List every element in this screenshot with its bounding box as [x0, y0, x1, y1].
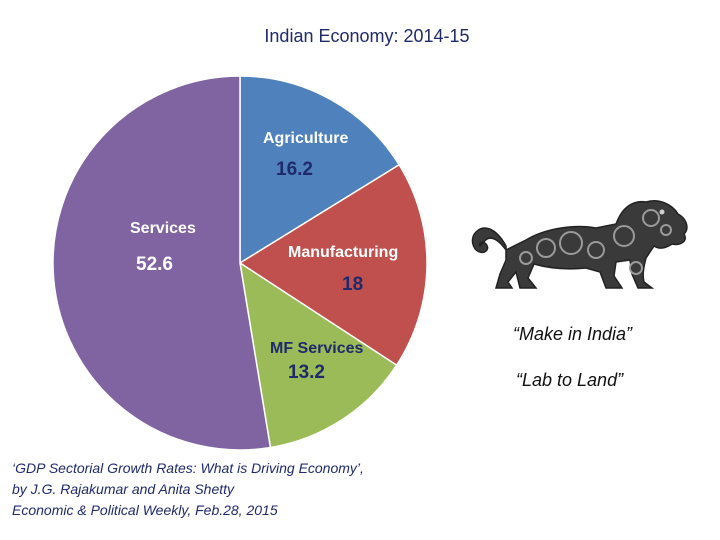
pie-slice-services — [52, 75, 272, 451]
lion-logo-icon — [471, 200, 688, 289]
slice-value-services: 52.6 — [136, 254, 173, 275]
slice-label-manufacturing: Manufacturing — [288, 244, 398, 261]
citation-line-1: ‘GDP Sectorial Growth Rates: What is Dri… — [12, 460, 364, 476]
slice-value-manufacturing: 18 — [342, 274, 363, 295]
pie-slice-manufacturing — [238, 163, 428, 367]
citation: ‘GDP Sectorial Growth Rates: What is Dri… — [12, 458, 364, 521]
slice-value-mf-services: 13.2 — [288, 362, 325, 383]
pie-slice-mf-services — [238, 261, 398, 449]
chart-title: Indian Economy: 2014-15 — [264, 26, 470, 46]
pie-slice-agriculture — [239, 75, 401, 265]
slogan-lab-to-land: “Lab to Land” — [516, 370, 624, 390]
citation-line-3: Economic & Political Weekly, Feb.28, 201… — [12, 502, 278, 518]
citation-line-2: by J.G. Rajakumar and Anita Shetty — [12, 481, 235, 497]
slice-label-services: Services — [130, 220, 196, 237]
slice-label-mf-services: MF Services — [270, 340, 363, 357]
slice-label-agriculture: Agriculture — [263, 130, 348, 147]
slogan-make-in-india: “Make in India” — [513, 324, 633, 344]
slice-value-agriculture: 16.2 — [276, 159, 313, 180]
